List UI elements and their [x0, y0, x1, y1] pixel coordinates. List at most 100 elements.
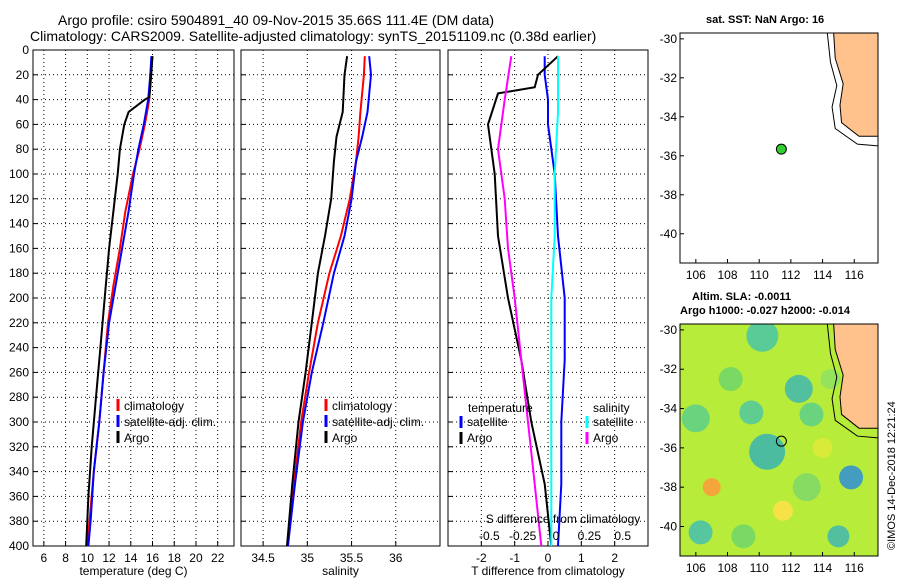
legend-label: Argo [593, 431, 619, 445]
legend-label: satellite [467, 415, 508, 429]
map-y-tick-label: -34 [660, 110, 678, 124]
sla-anomaly-blob [749, 433, 786, 470]
x-axis-label: salinity [322, 564, 359, 578]
y-tick-label: 120 [9, 192, 29, 206]
y-tick-label: 260 [9, 365, 29, 379]
map-y-tick-label: -38 [660, 188, 678, 202]
map-x-tick-label: 106 [686, 268, 706, 282]
s-tick-label: -0.5 [479, 529, 500, 543]
shelf-contour [826, 33, 878, 147]
map-frame [679, 323, 879, 557]
map-x-tick-label: 116 [845, 561, 864, 575]
map-y-tick-label: -30 [660, 32, 678, 46]
x-tick-label: 10 [81, 551, 95, 565]
s-axis-title: S difference from climatology [486, 512, 641, 526]
x-tick-label: 8 [62, 551, 69, 565]
series-line-satellite-adj.-clim. [286, 56, 373, 547]
x-axis-label: T difference from climatology [471, 564, 625, 578]
sst-label: sat. SST: NaN Argo: 16 [706, 14, 825, 26]
y-tick-label: 360 [9, 489, 29, 503]
sla-anomaly-blob [739, 400, 764, 425]
legend-label: satellite [593, 415, 634, 429]
y-tick-label: 280 [9, 390, 29, 404]
sla-anomaly-blob [718, 367, 743, 392]
y-tick-label: 380 [9, 514, 29, 528]
map-x-tick-label: 116 [845, 268, 864, 282]
y-tick-label: 220 [9, 316, 29, 330]
map-y-tick-label: -40 [660, 227, 678, 241]
y-tick-label: 80 [16, 142, 30, 156]
s-tick-label: 0 [553, 529, 560, 543]
legend-label: Argo [467, 431, 493, 445]
x-tick-label: 16 [146, 551, 160, 565]
s-tick-label: 0.5 [614, 529, 631, 543]
x-tick-label: 14 [124, 551, 138, 565]
x-axis-label: temperature (deg C) [79, 564, 187, 578]
map-x-tick-label: 114 [813, 268, 832, 282]
sst-map-group [679, 32, 879, 264]
y-tick-label: 40 [16, 93, 30, 107]
map-y-tick-label: -36 [660, 441, 678, 455]
sla-anomaly-blob [702, 478, 721, 497]
argo-position-marker [775, 143, 787, 155]
series-line-t-argo [486, 55, 559, 547]
y-tick-label: 320 [9, 440, 29, 454]
legend-label: satellite-adj. clim. [332, 415, 424, 429]
y-tick-label: 400 [9, 539, 29, 553]
legend-label: satellite-adj. clim. [124, 415, 216, 429]
y-tick-label: 160 [9, 241, 29, 255]
x-tick-label: 35.5 [340, 551, 364, 565]
map-y-tick-label: -40 [660, 520, 678, 534]
title-line-1: Argo profile: csiro 5904891_40 09-Nov-20… [58, 12, 495, 28]
legend-title-salinity: salinity [593, 401, 630, 415]
map-y-tick-label: -38 [660, 480, 678, 494]
sla-anomaly-blob [799, 402, 824, 427]
y-tick-label: 140 [9, 217, 29, 231]
x-tick-label: 35 [301, 551, 315, 565]
map-x-tick-label: 114 [813, 561, 832, 575]
map-x-tick-label: 110 [750, 268, 769, 282]
series-line-s-satellite [550, 56, 559, 546]
sla-anomaly-blob [827, 525, 850, 548]
y-tick-label: 20 [16, 68, 30, 82]
height-label: Argo h1000: -0.027 h2000: -0.014 [680, 305, 850, 317]
y-tick-label: 300 [9, 415, 29, 429]
map-x-tick-label: 108 [718, 561, 738, 575]
sla-anomaly-blob [681, 404, 710, 433]
y-tick-label: 180 [9, 266, 29, 280]
legend-title-temperature: temperature [468, 401, 533, 415]
x-tick-label: 6 [41, 551, 48, 565]
sla-map-group [679, 323, 879, 557]
sla-anomaly-blob [688, 520, 713, 545]
map-inner [680, 324, 878, 556]
x-tick-label: 1 [578, 551, 585, 565]
argo-position-marker [775, 435, 787, 447]
x-tick-label: 12 [102, 551, 116, 565]
map-x-tick-label: 106 [686, 561, 706, 575]
legend-label: Argo [332, 431, 358, 445]
series-line-argo [286, 56, 349, 547]
x-tick-label: -1 [509, 551, 520, 565]
x-tick-label: 18 [168, 551, 182, 565]
sla-anomaly-blob [820, 369, 841, 390]
legend-label: Argo [124, 431, 150, 445]
map-y-tick-label: -30 [660, 323, 678, 337]
x-tick-label: 22 [211, 551, 225, 565]
y-tick-label: 60 [16, 117, 30, 131]
map-y-tick-label: -34 [660, 402, 678, 416]
legend-label: climatology [124, 399, 184, 413]
s-tick-label: -0.25 [509, 529, 537, 543]
x-tick-label: 20 [189, 551, 203, 565]
land-mass [833, 33, 878, 137]
map-y-tick-label: -32 [660, 71, 678, 85]
map-inner [826, 33, 878, 147]
land-mass [833, 324, 878, 429]
x-tick-label: -2 [476, 551, 487, 565]
series-line-satellite-adj.-clim. [87, 56, 153, 547]
x-tick-label: 34.5 [251, 551, 275, 565]
series-line-t-satellite [543, 56, 566, 547]
sla-label: Altim. SLA: -0.0011 [692, 291, 792, 303]
sla-anomaly-blob [792, 473, 821, 502]
y-tick-label: 100 [9, 167, 29, 181]
y-tick-label: 240 [9, 341, 29, 355]
